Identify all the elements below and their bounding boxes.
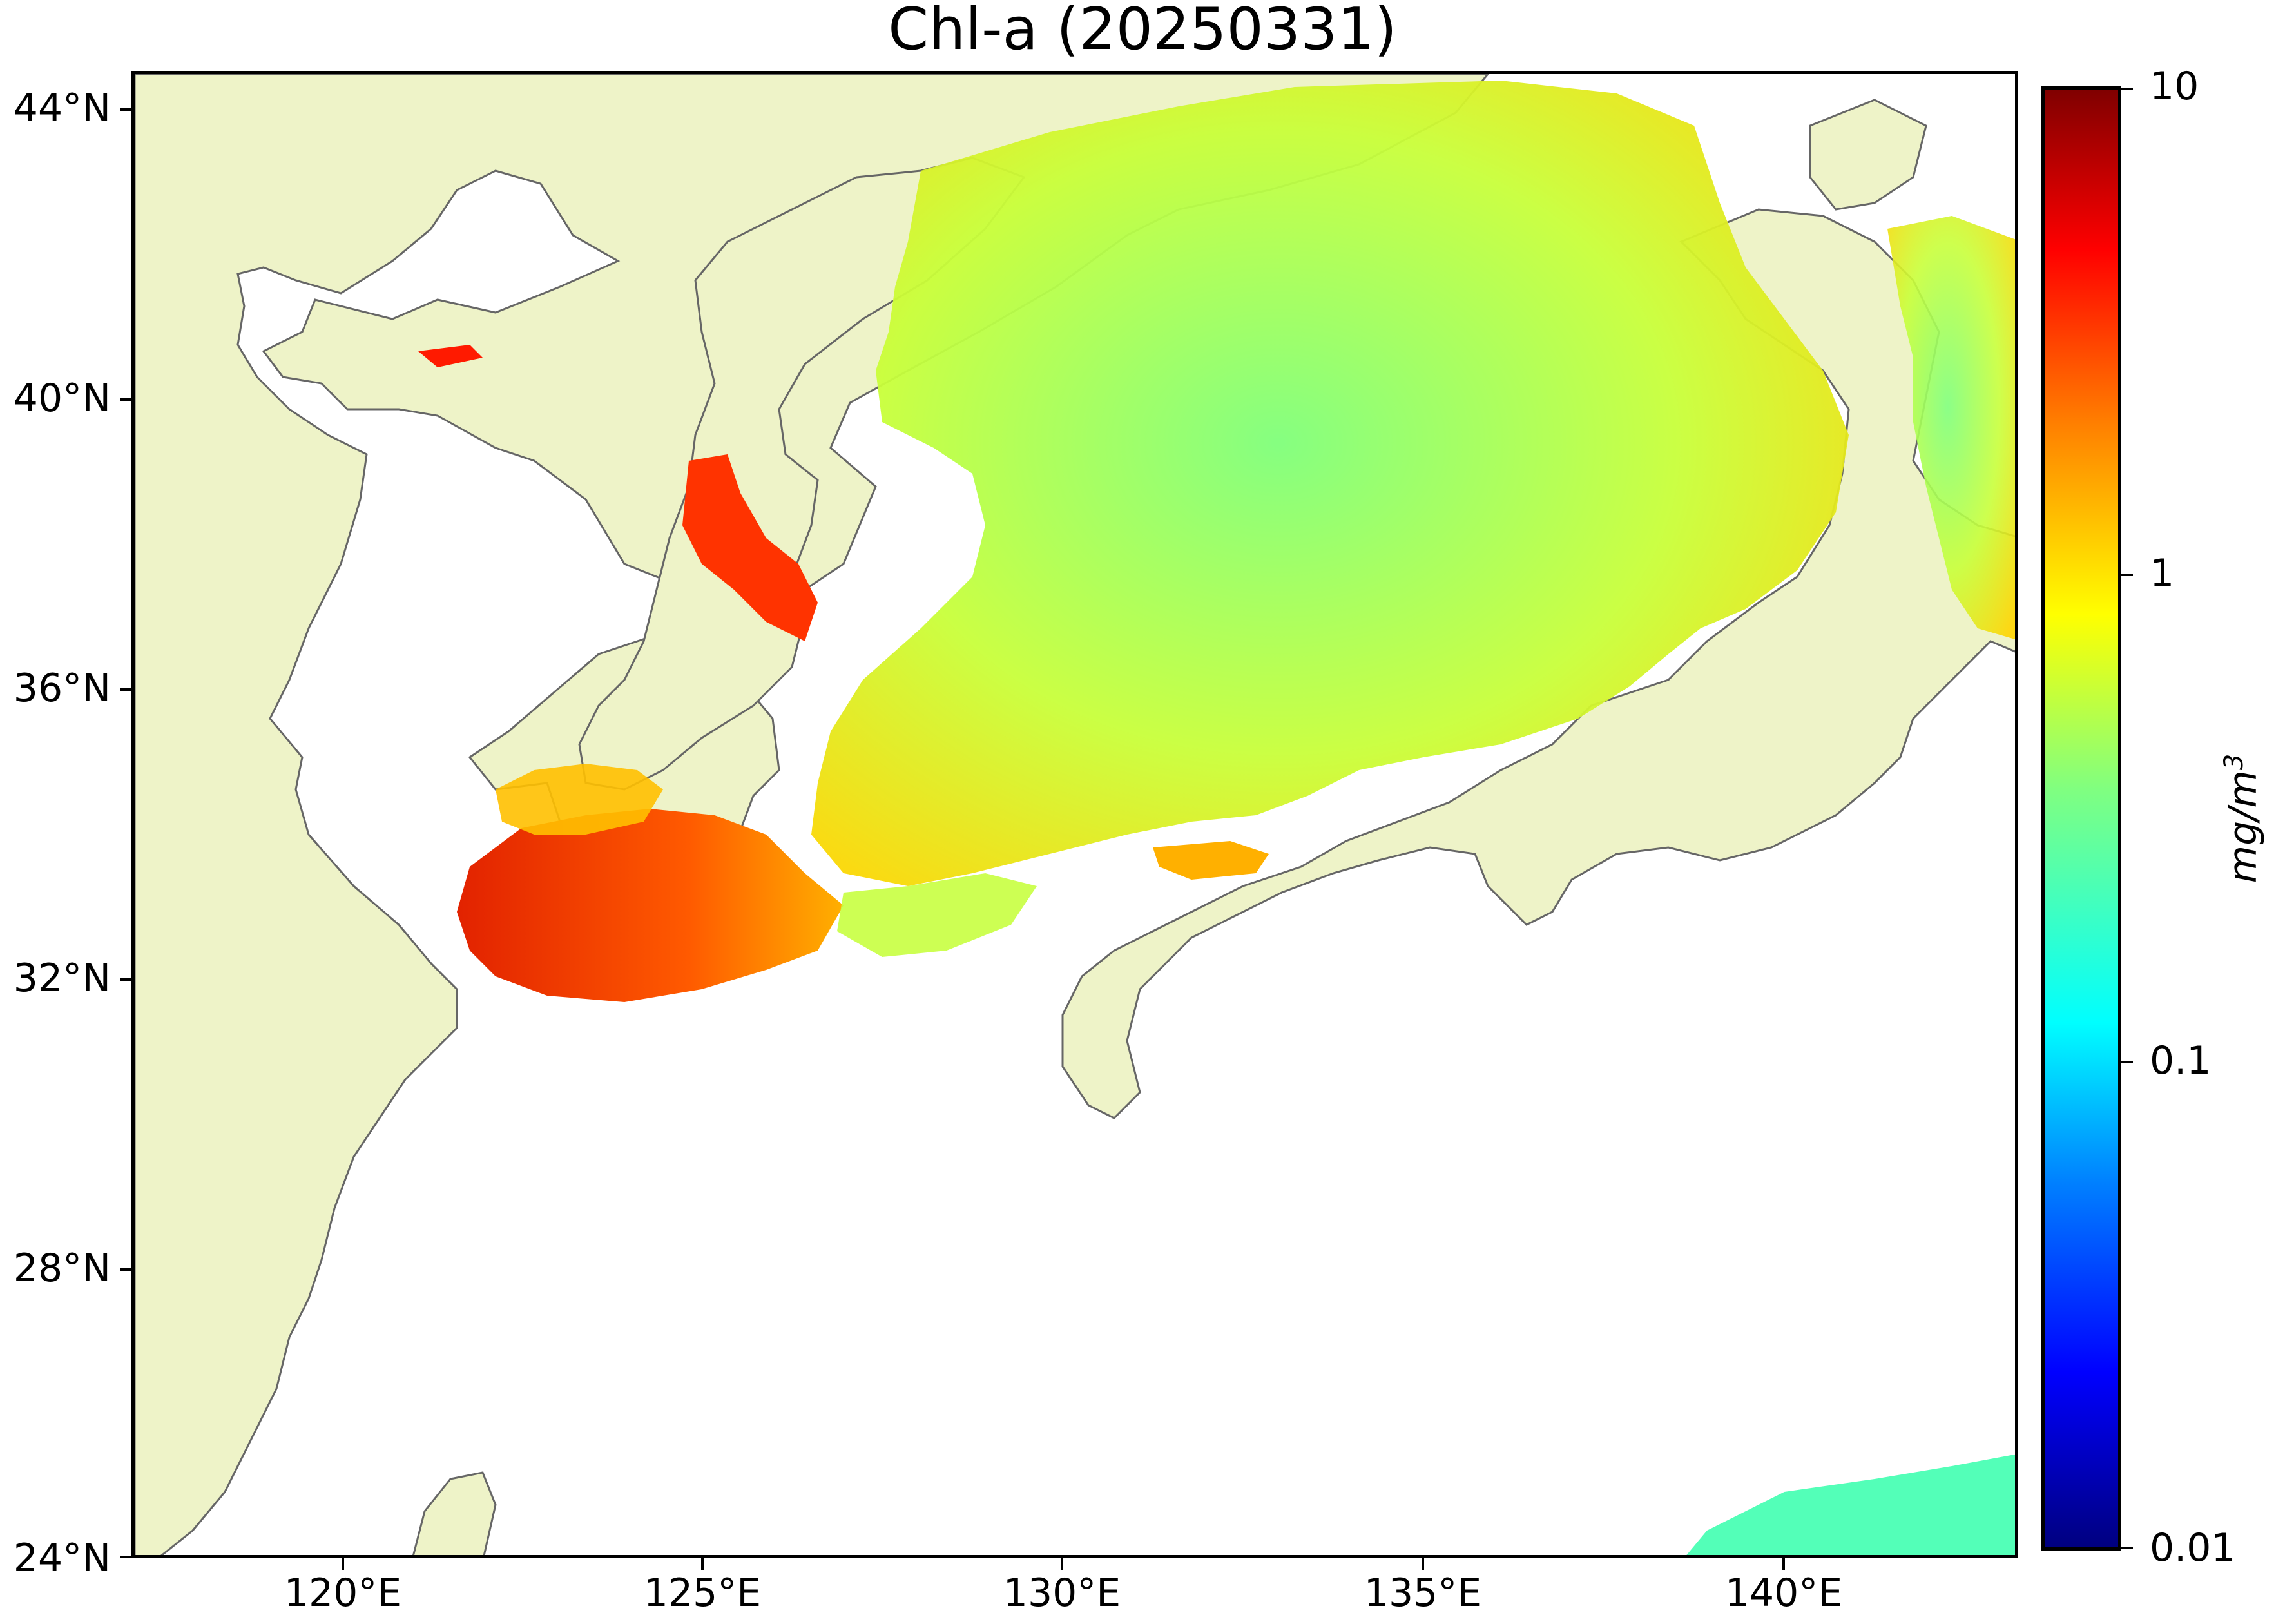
colorbar: [2041, 86, 2121, 1551]
lat-tick-40: 40°N: [13, 376, 111, 421]
lat-tickmark: [120, 108, 131, 111]
lon-tickmark: [1422, 1558, 1424, 1570]
colorbar-label-1: 1: [2150, 551, 2175, 596]
lon-tick-135: 135°E: [1364, 1571, 1482, 1616]
colorbar-unit-exponent: 3: [2219, 753, 2249, 771]
land-taiwan: [412, 1471, 497, 1555]
lat-tick-24: 24°N: [13, 1536, 111, 1581]
chl-seto: [1153, 841, 1269, 880]
lat-tick-28: 28°N: [13, 1246, 111, 1291]
chl-south-patch: [1686, 1454, 2015, 1555]
colorbar-label-0-1: 0.1: [2150, 1038, 2212, 1083]
chl-tsushima: [837, 873, 1037, 957]
chl-bohai-north: [418, 345, 483, 367]
lon-tickmark: [701, 1558, 704, 1570]
colorbar-tickmark: [2121, 1061, 2133, 1063]
lat-tickmark: [120, 978, 131, 981]
chl-sea-of-japan: [811, 81, 1849, 886]
lon-tick-120: 120°E: [284, 1571, 402, 1616]
lon-tickmark: [1061, 1558, 1063, 1570]
map-canvas: [135, 74, 2015, 1555]
lon-tick-140: 140°E: [1724, 1571, 1843, 1616]
chl-bohai-coast: [682, 454, 818, 641]
chl-japan-pacific-north: [1887, 216, 2015, 640]
lat-tickmark: [120, 1268, 131, 1271]
lat-tick-36: 36°N: [13, 666, 111, 711]
lon-tickmark: [342, 1558, 344, 1570]
lon-tickmark: [1782, 1558, 1785, 1570]
figure-title: Chl-a (20250331): [888, 0, 1397, 63]
lon-tick-125: 125°E: [643, 1571, 762, 1616]
chl-yellow-sea-upper: [496, 764, 663, 835]
colorbar-tickmark: [2121, 574, 2133, 576]
lon-tick-130: 130°E: [1003, 1571, 1121, 1616]
lat-tick-44: 44°N: [13, 86, 111, 131]
colorbar-unit: mg/m3: [2219, 754, 2266, 884]
colorbar-unit-text: mg/m: [2221, 770, 2266, 884]
lat-tick-32: 32°N: [13, 956, 111, 1001]
land-hokkaido: [1809, 99, 1927, 211]
lat-tickmark: [120, 688, 131, 691]
colorbar-tickmark: [2121, 88, 2133, 90]
colorbar-label-0-01: 0.01: [2150, 1525, 2236, 1571]
colorbar-tickmark: [2121, 1547, 2133, 1549]
lat-tickmark: [120, 398, 131, 401]
map-area: [131, 71, 2018, 1558]
chl-yellow-sea-bloom: [457, 809, 844, 1002]
colorbar-label-10: 10: [2150, 64, 2199, 109]
lat-tickmark: [120, 1556, 131, 1558]
